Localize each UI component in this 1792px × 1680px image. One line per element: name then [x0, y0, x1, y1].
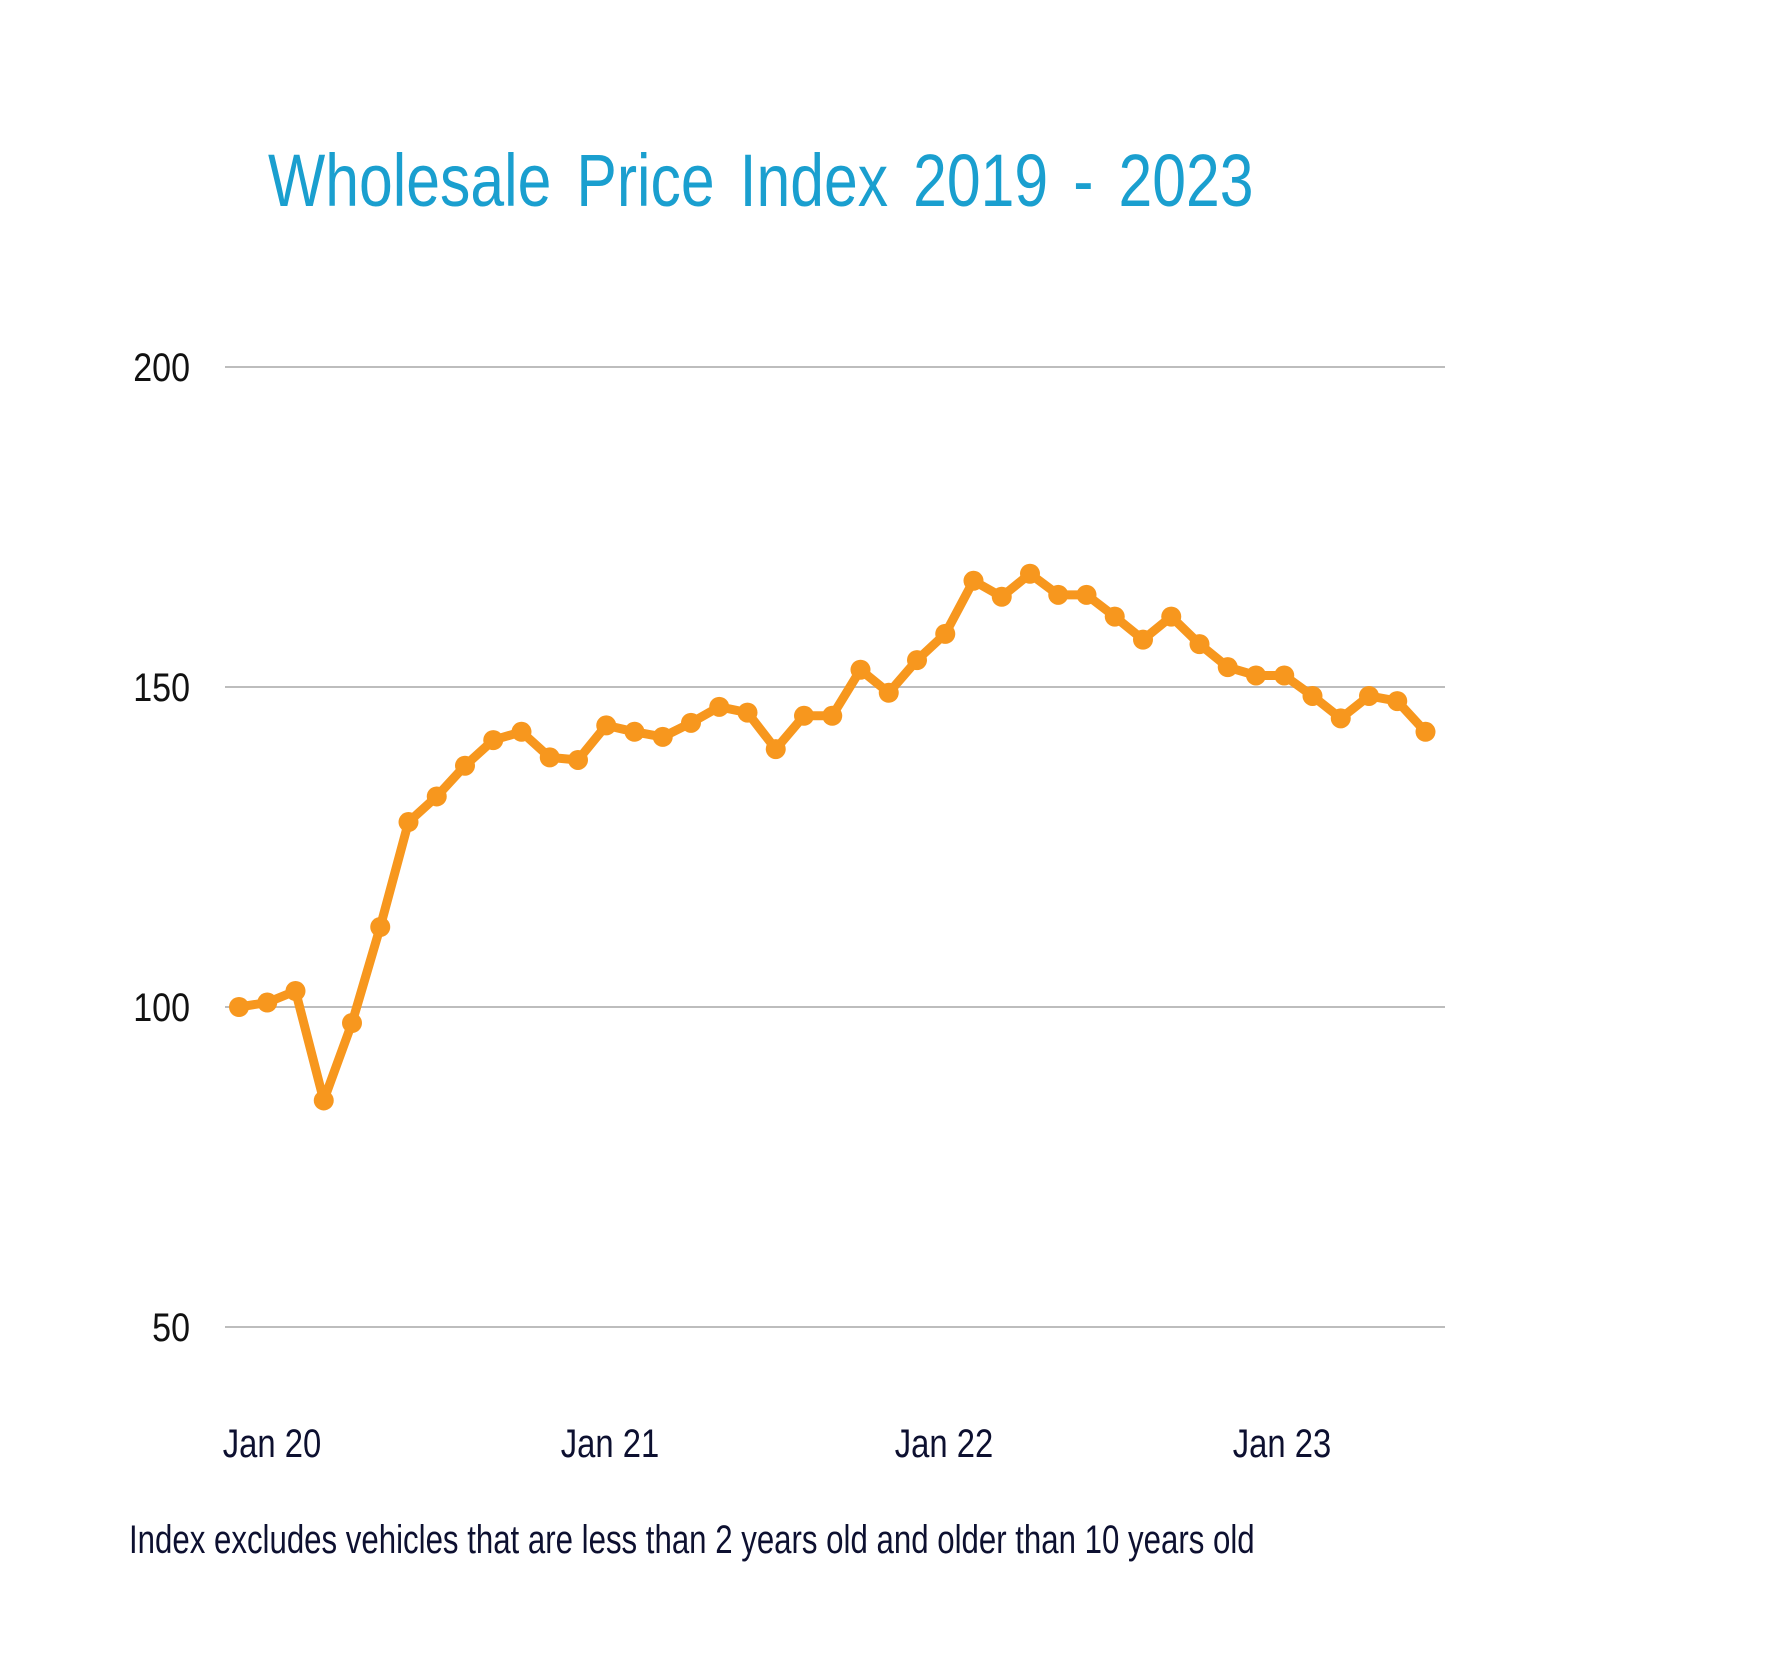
data-point: [935, 623, 956, 644]
data-point: [907, 650, 927, 671]
x-tick-label: Jan 22: [895, 1421, 993, 1466]
data-point: [229, 997, 249, 1017]
data-point: [822, 705, 843, 726]
data-point: [398, 812, 419, 833]
data-point: [963, 570, 984, 591]
data-point: [370, 917, 391, 937]
data-point: [1020, 563, 1040, 584]
data-point: [1076, 584, 1097, 605]
data-point: [681, 712, 701, 733]
data-point: [257, 992, 278, 1013]
data-point: [624, 721, 645, 742]
data-point: [568, 749, 588, 770]
data-point: [1048, 584, 1069, 605]
data-point: [737, 702, 758, 723]
y-tick-label: 200: [133, 344, 190, 389]
data-point: [1104, 606, 1125, 627]
data-point: [794, 705, 814, 726]
data-point: [1246, 665, 1266, 686]
data-point: [1217, 657, 1238, 678]
data-point: [765, 739, 786, 760]
data-markers: [229, 563, 1436, 1111]
data-point: [991, 586, 1012, 607]
y-axis-labels: 200 150 100 50: [133, 344, 190, 1349]
data-point: [1274, 665, 1295, 686]
y-tick-label: 50: [152, 1304, 190, 1349]
data-point: [1133, 629, 1153, 650]
data-point: [1189, 634, 1210, 655]
gridlines: [225, 366, 1445, 1328]
data-point: [426, 786, 447, 807]
y-tick-label: 100: [133, 984, 190, 1029]
data-point: [313, 1090, 334, 1111]
x-tick-label: Jan 23: [1233, 1421, 1331, 1466]
data-point: [878, 682, 899, 703]
data-point: [1359, 685, 1379, 706]
x-axis-labels: Jan 20 Jan 21 Jan 22 Jan 23: [223, 1421, 1331, 1466]
data-point: [285, 981, 306, 1001]
data-point: [709, 696, 730, 717]
x-tick-label: Jan 20: [223, 1421, 321, 1466]
data-point: [652, 726, 673, 747]
data-point: [1302, 685, 1323, 706]
data-point: [342, 1013, 362, 1033]
footnote: Index excludes vehicles that are less th…: [129, 1518, 1255, 1562]
data-point: [1330, 708, 1351, 729]
data-point: [1387, 691, 1408, 712]
data-point: [539, 747, 560, 768]
x-tick-label: Jan 21: [561, 1421, 659, 1466]
data-point: [455, 755, 475, 776]
data-point: [1415, 721, 1436, 742]
data-point: [596, 715, 617, 736]
y-tick-label: 150: [133, 664, 190, 709]
series-line: [234, 569, 1430, 1105]
data-point: [850, 659, 871, 680]
data-point: [483, 730, 504, 751]
chart-title: Wholesale Price Index 2019 - 2023: [268, 139, 1254, 222]
data-point: [1161, 606, 1182, 627]
data-point: [511, 721, 532, 742]
